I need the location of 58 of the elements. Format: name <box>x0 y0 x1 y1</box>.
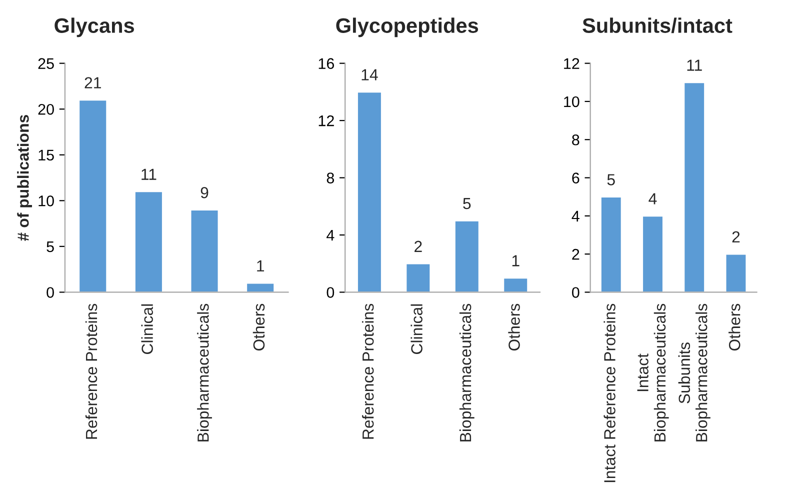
y-tick-label: 20 <box>38 104 54 115</box>
x-tick-label: Intact Biopharmaceuticals <box>637 304 669 442</box>
x-tick-label: Subunits Biopharmaceuticals <box>678 304 710 442</box>
x-tick-label: Others <box>728 304 740 350</box>
x-tick-label: Intact Reference Proteins <box>604 304 616 482</box>
data-label: 4 <box>648 193 657 204</box>
x-tick-label: Clinical <box>141 304 153 354</box>
y-tick-label: 15 <box>38 150 54 161</box>
bar <box>134 190 164 292</box>
y-tick-label: 4 <box>572 210 580 222</box>
data-label: 9 <box>200 187 208 198</box>
x-tick-label: Others <box>252 304 265 350</box>
data-label: 1 <box>257 260 264 272</box>
chart-title: Glycans <box>54 18 134 38</box>
y-axis-title: # of publications <box>17 114 32 241</box>
y-tick-label: 8 <box>572 134 580 146</box>
x-tick-label: Biopharmaceuticals <box>459 304 474 442</box>
chart-title: Subunits/intact <box>582 18 732 34</box>
y-tick-label: 10 <box>564 96 580 108</box>
y-tick-label: 4 <box>326 230 334 241</box>
data-label: 14 <box>362 69 378 80</box>
y-tick-label: 6 <box>572 172 580 184</box>
data-label: 11 <box>687 60 702 71</box>
data-label: 21 <box>84 77 101 88</box>
y-tick-label: 2 <box>572 248 580 260</box>
data-label: 5 <box>607 174 615 186</box>
y-tick-label: 0 <box>572 287 580 298</box>
y-tick-label: 12 <box>318 115 334 126</box>
y-tick-label: 0 <box>46 287 54 298</box>
bar <box>356 91 382 292</box>
y-tick-label: 16 <box>318 58 334 69</box>
x-tick-label: Clinical <box>410 304 422 354</box>
data-label: 1 <box>512 255 520 266</box>
y-tick-label: 0 <box>326 287 334 298</box>
y-tick-label: 12 <box>564 58 580 69</box>
x-tick-label: Reference Proteins <box>85 304 98 439</box>
x-tick-label: Biopharmaceuticals <box>197 304 212 442</box>
data-label: 11 <box>142 168 156 180</box>
x-tick-label: Others <box>508 304 520 350</box>
bar <box>454 220 480 292</box>
bar <box>190 209 220 292</box>
data-label: 2 <box>414 240 422 252</box>
y-tick-label: 10 <box>38 196 54 206</box>
bar <box>405 262 432 292</box>
bar <box>642 215 664 292</box>
bar <box>78 99 108 292</box>
data-label: 2 <box>732 231 740 242</box>
bar <box>246 282 275 292</box>
chart-title: Glycopeptides <box>336 18 478 38</box>
y-tick-label: 25 <box>38 58 54 69</box>
data-label: 5 <box>463 198 471 210</box>
x-tick-label: Reference Proteins <box>362 304 374 439</box>
y-tick-label: 8 <box>326 172 334 184</box>
bar <box>724 253 748 292</box>
bar <box>502 277 528 292</box>
bar <box>683 82 706 292</box>
bar <box>600 196 622 292</box>
y-tick-label: 5 <box>46 241 54 252</box>
